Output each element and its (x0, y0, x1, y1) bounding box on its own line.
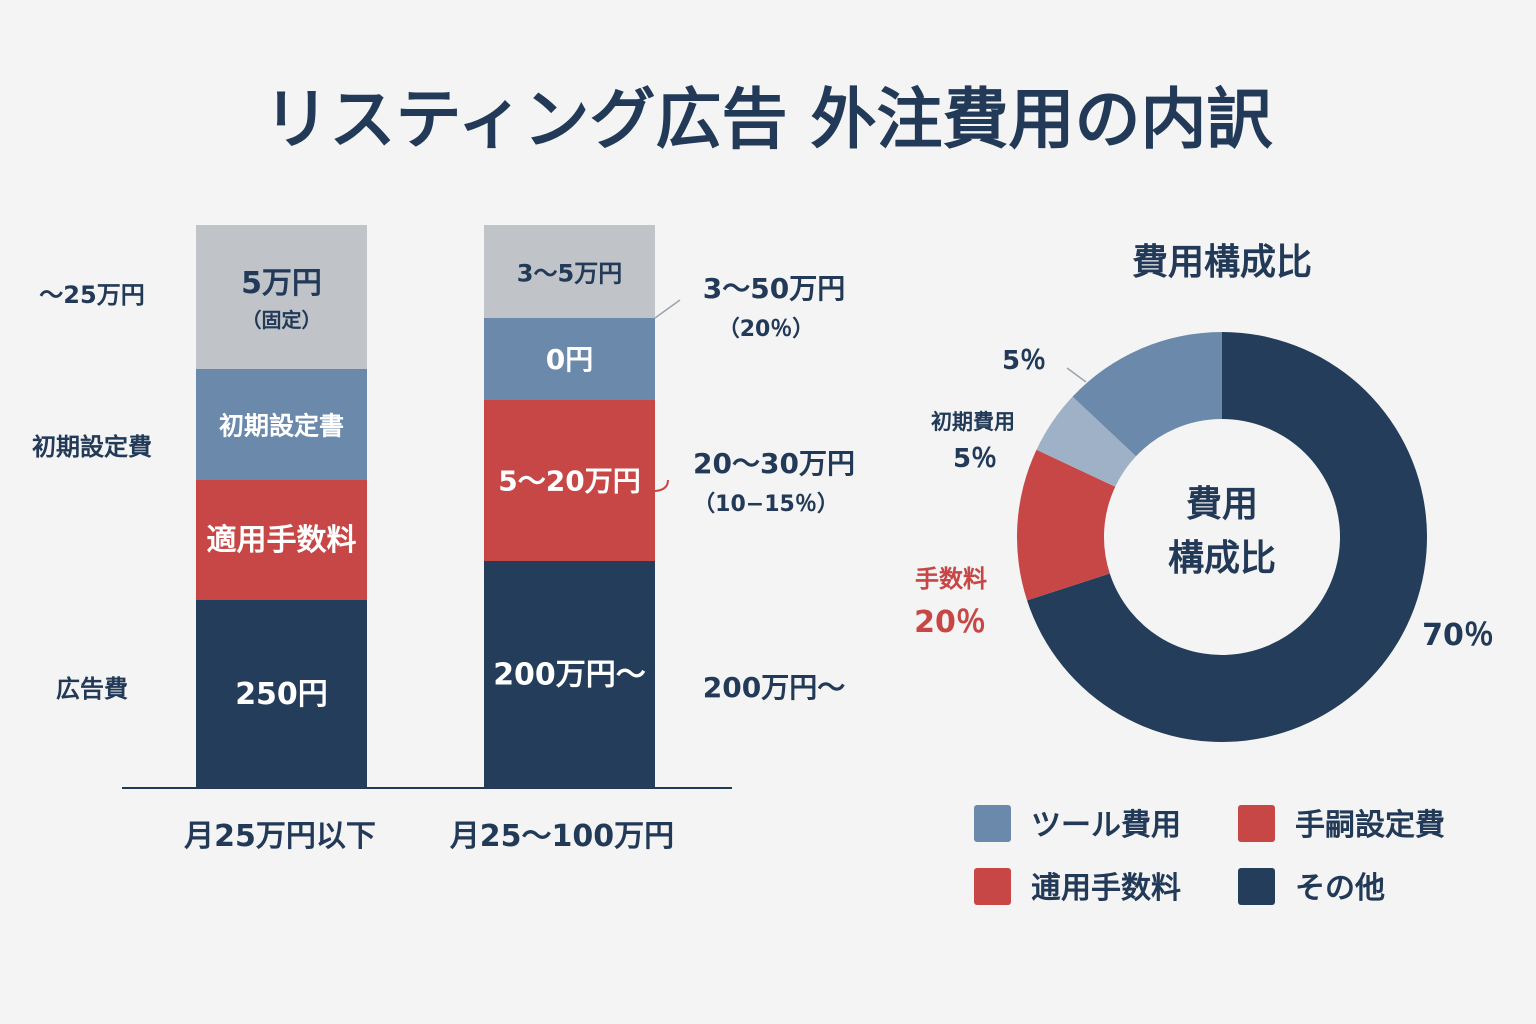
legend-swatch-4 (1238, 868, 1275, 905)
slice-value-label: 70％ (1422, 618, 1494, 653)
legend-swatch-3 (974, 868, 1011, 905)
slice-name-label: 初期費用 (931, 410, 1015, 434)
connector-line (1066, 367, 1087, 383)
category-label-1: 月25万円以下 (184, 819, 376, 854)
side-sublabel-fee: （10−15％） (693, 492, 839, 517)
connector-line (654, 299, 681, 319)
bar-segment-setup-2 (484, 318, 655, 400)
legend-swatch-1 (974, 805, 1011, 842)
donut-center-label: 構成比 (1168, 538, 1276, 579)
row-label-ad: 広告費 (56, 675, 128, 703)
side-label-ad: 200万円〜 (703, 671, 845, 704)
slice-value-label: 5％ (953, 444, 997, 474)
bar-label-fee-2: 5〜20万円 (498, 465, 640, 498)
legend-label-1: ツール費用 (1031, 808, 1181, 843)
bar-segment-fee-2 (484, 400, 655, 561)
bar-label-ad-2: 200万円〜 (493, 658, 646, 693)
bar-label-setup-1: 初期設定書 (219, 412, 344, 441)
slice-value-label: 5％ (1002, 346, 1046, 376)
category-label-2: 月25〜100万円 (450, 819, 674, 854)
bar-segment-tool-2 (484, 225, 655, 318)
bar-segment-tool-1 (196, 225, 367, 369)
row-label-setup: 初期設定費 (32, 433, 152, 461)
donut-slice-2 (1017, 449, 1116, 601)
bar-label-setup-2: 0円 (546, 343, 593, 376)
legend-label-4: その他 (1295, 871, 1385, 906)
legend-swatch-2 (1238, 805, 1275, 842)
donut-slice-1 (1027, 332, 1427, 742)
bar-segment-fee-1 (196, 480, 367, 600)
stacked-bar-chart: 250円 200万円〜 適用手数料 5〜20万円 初期設定書 0円 5万円 （固定） 3〜5万円… (32, 225, 855, 854)
side-label-setup: 3〜50万円 (703, 272, 845, 305)
bar-label-tool-2: 3〜5万円 (517, 260, 622, 288)
legend-label-2: 手嗣設定費 (1295, 808, 1445, 843)
bar-label-ad-1: 250円 (235, 677, 328, 712)
slice-name-label: 手数料 (915, 565, 987, 593)
row-label-tool: 〜25万円 (39, 281, 144, 309)
bar-label-fee-1: 適用手数料 (207, 523, 357, 558)
bar-segment-ad-2 (484, 561, 655, 788)
connector-line (654, 479, 669, 492)
bar-segment-setup-1 (196, 369, 367, 480)
legend-label-3: 逋用手数料 (1031, 871, 1181, 906)
side-sublabel-setup: （20％） (718, 317, 815, 342)
bar-segment-ad-1 (196, 600, 367, 788)
bar-label-tool-1: 5万円 (241, 266, 322, 301)
slice-value-label: 20％ (914, 605, 986, 640)
donut-slice-4 (1072, 332, 1222, 457)
side-label-fee: 20〜30万円 (693, 447, 855, 480)
donut-title: 費用構成比 (1132, 242, 1312, 283)
bar-sublabel-tool-1: （固定） (242, 308, 322, 332)
donut-slice-3 (1036, 396, 1136, 487)
donut-center-label: 費用 (1186, 484, 1258, 525)
page-title: リスティング広告 外注費用の内訳 (263, 81, 1273, 158)
